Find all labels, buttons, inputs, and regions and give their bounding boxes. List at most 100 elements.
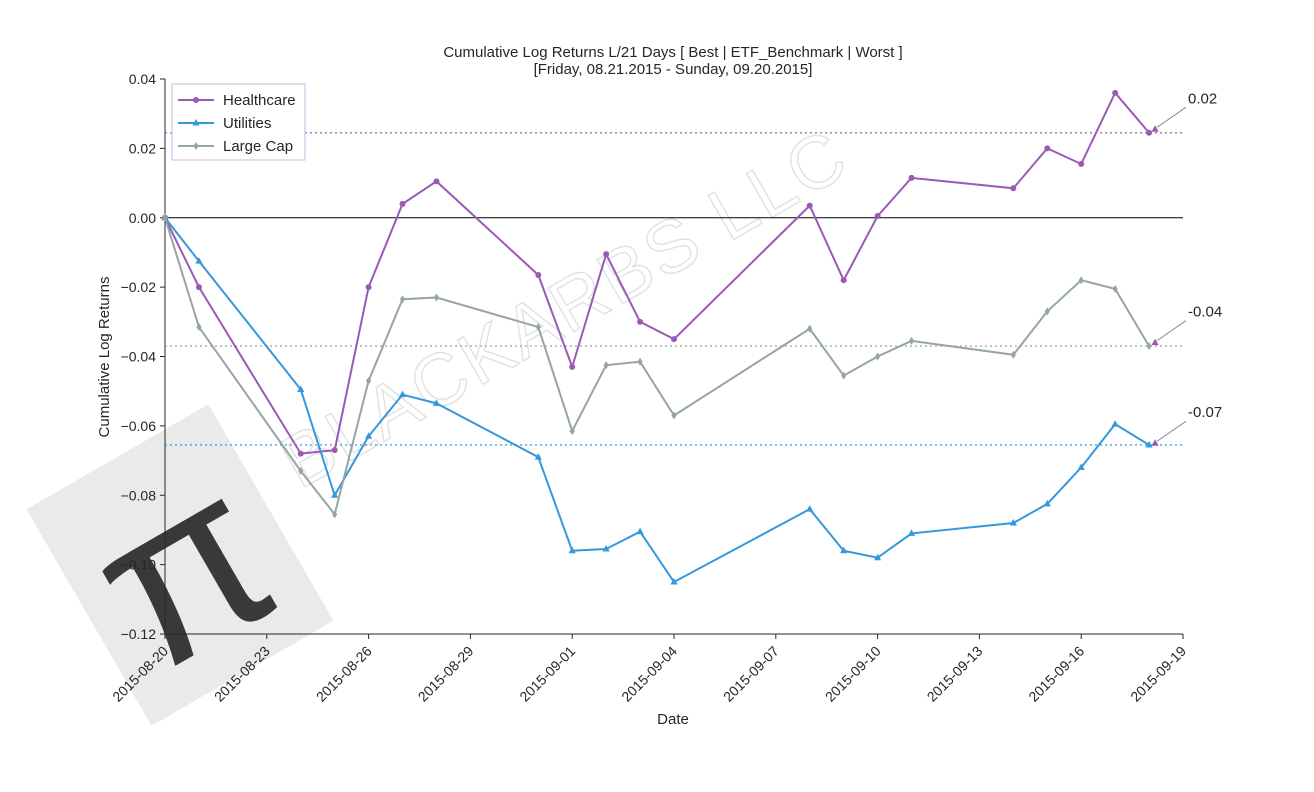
data-point bbox=[535, 271, 542, 278]
data-point bbox=[806, 505, 814, 512]
data-point bbox=[297, 385, 305, 392]
y-tick-label: 0.04 bbox=[129, 71, 156, 87]
data-point bbox=[433, 293, 440, 302]
end-connector-1 bbox=[1156, 420, 1187, 442]
reference-lines bbox=[165, 132, 1183, 446]
data-point bbox=[908, 336, 915, 345]
data-point bbox=[636, 527, 644, 535]
data-point bbox=[603, 361, 609, 370]
chart-title-line2: [Friday, 08.21.2015 - Sunday, 09.20.2015… bbox=[534, 61, 813, 78]
data-point bbox=[841, 371, 847, 380]
y-tick-label: −0.10 bbox=[121, 557, 157, 573]
data-point bbox=[671, 336, 677, 343]
y-tick-label: −0.08 bbox=[121, 487, 157, 503]
data-point bbox=[1010, 350, 1016, 359]
data-point bbox=[1145, 440, 1153, 448]
legend-label-2: Large Cap bbox=[223, 138, 293, 155]
data-point bbox=[1009, 519, 1017, 526]
end-marker-2 bbox=[1151, 338, 1159, 346]
end-connector-0 bbox=[1156, 106, 1187, 128]
legend-label-1: Utilities bbox=[223, 115, 271, 132]
data-point bbox=[602, 545, 610, 552]
end-marker-1 bbox=[1151, 439, 1159, 446]
x-axis-label: Date bbox=[657, 711, 689, 728]
data-point bbox=[807, 324, 813, 333]
x-tick-label: 2015-09-04 bbox=[618, 643, 680, 705]
data-point bbox=[1077, 463, 1085, 470]
data-point bbox=[874, 553, 882, 561]
end-marker-0 bbox=[1151, 125, 1159, 132]
data-point bbox=[535, 323, 541, 332]
data-point bbox=[908, 174, 915, 181]
data-point bbox=[568, 546, 576, 554]
data-point bbox=[365, 284, 372, 291]
data-point bbox=[1146, 342, 1152, 351]
data-point bbox=[1078, 276, 1084, 285]
data-point bbox=[1043, 499, 1051, 507]
data-point bbox=[840, 546, 848, 554]
data-point bbox=[875, 352, 881, 361]
data-point bbox=[1044, 307, 1050, 316]
y-tick-label: −0.02 bbox=[121, 279, 157, 295]
data-point bbox=[1112, 89, 1119, 96]
x-tick-label: 2015-09-16 bbox=[1025, 643, 1087, 705]
end-value-label-2: -0.04 bbox=[1188, 304, 1222, 321]
end-value-label-0: 0.02 bbox=[1188, 90, 1217, 107]
data-point bbox=[332, 510, 338, 519]
x-tick-label: 2015-09-01 bbox=[516, 643, 578, 705]
y-tick-label: −0.04 bbox=[121, 349, 157, 365]
data-point bbox=[298, 466, 304, 475]
data-point bbox=[162, 213, 168, 222]
x-tick-label: 2015-09-13 bbox=[924, 643, 986, 705]
data-point bbox=[907, 529, 916, 536]
data-point bbox=[806, 202, 813, 209]
data-point bbox=[1044, 145, 1051, 152]
data-point bbox=[433, 178, 440, 185]
end-value-label-1: -0.07 bbox=[1188, 404, 1222, 421]
data-point bbox=[1111, 420, 1119, 427]
data-point bbox=[670, 577, 678, 585]
data-point bbox=[195, 257, 203, 264]
data-point bbox=[874, 213, 881, 220]
data-point bbox=[1078, 160, 1085, 167]
data-point bbox=[637, 318, 644, 325]
data-point bbox=[1010, 185, 1017, 192]
series-layer bbox=[161, 89, 1153, 585]
x-tick-label: 2015-09-07 bbox=[720, 643, 782, 705]
y-tick-label: −0.06 bbox=[121, 418, 157, 434]
data-point bbox=[1146, 129, 1153, 136]
data-point bbox=[1112, 284, 1118, 293]
chart-title-line1: Cumulative Log Returns L/21 Days [ Best … bbox=[443, 44, 902, 61]
legend-marker-0 bbox=[193, 97, 199, 103]
data-point bbox=[569, 427, 575, 436]
watermark-logo-box bbox=[26, 404, 334, 726]
data-point bbox=[840, 277, 847, 284]
y-tick-label: −0.12 bbox=[121, 626, 157, 642]
data-point bbox=[603, 251, 610, 258]
legend-marker-1 bbox=[192, 119, 200, 126]
data-point bbox=[331, 447, 338, 454]
end-labels: 0.02 -0.07 -0.04 bbox=[1151, 90, 1222, 446]
data-point bbox=[331, 491, 339, 498]
x-tick-label: 2015-08-29 bbox=[415, 643, 477, 705]
y-axis-label: Cumulative Log Returns bbox=[96, 277, 113, 438]
y-tick-label: 0.02 bbox=[129, 140, 156, 156]
legend: Healthcare Utilities Large Cap bbox=[171, 83, 306, 161]
legend-label-0: Healthcare bbox=[223, 92, 296, 109]
data-point bbox=[297, 450, 304, 457]
data-point bbox=[196, 323, 202, 332]
data-point bbox=[365, 432, 373, 439]
end-connector-2 bbox=[1156, 320, 1187, 341]
data-point bbox=[569, 363, 576, 370]
x-tick-label: 2015-09-19 bbox=[1127, 643, 1189, 705]
data-point bbox=[637, 357, 643, 366]
data-point bbox=[398, 390, 407, 398]
data-point bbox=[534, 453, 542, 460]
data-point bbox=[671, 411, 677, 420]
x-tick-label: 2015-09-10 bbox=[822, 643, 884, 705]
y-tick-label: 0.00 bbox=[129, 210, 156, 226]
legend-marker-2 bbox=[193, 142, 199, 150]
data-point bbox=[366, 376, 372, 385]
x-tick-label: 2015-08-26 bbox=[313, 643, 375, 705]
